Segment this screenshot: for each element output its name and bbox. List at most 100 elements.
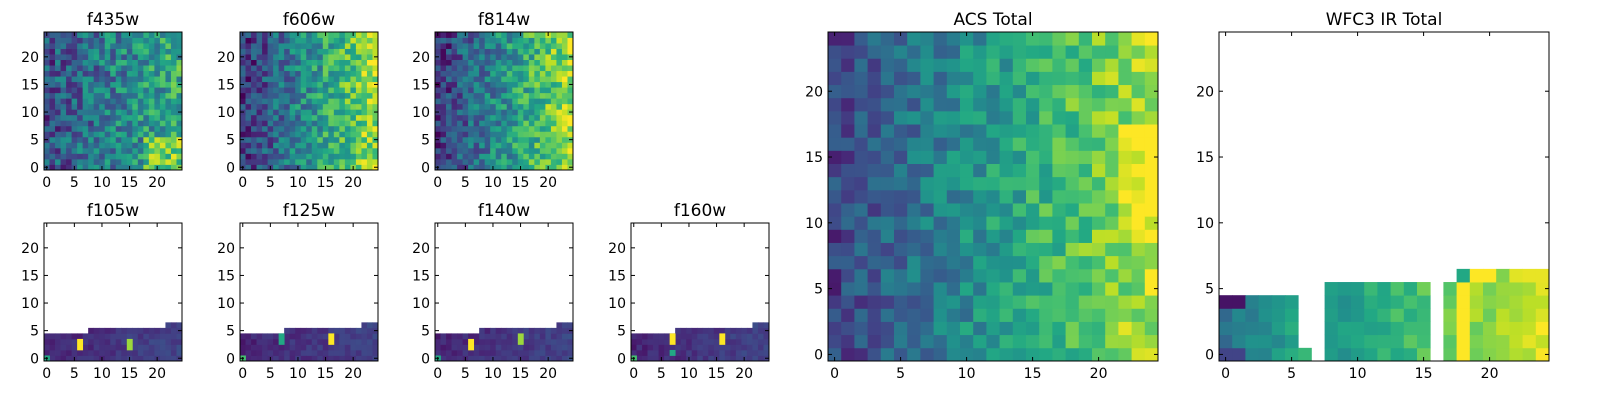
heatmap-cell: [907, 110, 921, 125]
heatmap-cell: [159, 65, 166, 72]
heatmap-cell: [306, 76, 313, 83]
heatmap-cell: [1118, 110, 1132, 125]
y-tick-label: 5: [421, 324, 430, 340]
heatmap-cell: [457, 109, 463, 116]
heatmap-cell: [154, 147, 161, 154]
heatmap-cell: [355, 48, 362, 55]
heatmap-cell: [451, 59, 458, 66]
heatmap-cell: [170, 327, 177, 334]
heatmap-cell: [159, 136, 166, 143]
heatmap-cell: [512, 327, 519, 334]
heatmap-cell: [960, 163, 974, 178]
heatmap-cell: [311, 327, 318, 334]
heatmap-cell: [66, 142, 72, 149]
heatmap-cell: [350, 54, 357, 60]
heatmap-cell: [440, 48, 447, 55]
heatmap-cell: [523, 65, 530, 72]
heatmap-cell: [647, 355, 654, 362]
heatmap-cell: [170, 98, 177, 105]
heatmap-cell: [933, 203, 948, 217]
heatmap-cell: [60, 114, 67, 121]
heatmap-cell: [506, 37, 513, 44]
heatmap-cell: [1078, 32, 1093, 46]
heatmap-cell: [240, 98, 246, 105]
heatmap-cell: [828, 203, 842, 217]
heatmap-cell: [71, 65, 78, 72]
heatmap-cell: [457, 153, 463, 160]
heatmap-cell: [556, 103, 563, 110]
heatmap-cell: [1012, 124, 1027, 138]
heatmap-cell: [567, 70, 574, 77]
heatmap-cell: [545, 158, 552, 165]
heatmap-cell: [289, 48, 296, 55]
heatmap-cell: [306, 37, 313, 44]
heatmap-cell: [539, 43, 546, 49]
heatmap-cell: [490, 153, 497, 160]
heatmap-cell: [350, 70, 357, 77]
heatmap-cell: [1078, 334, 1093, 349]
heatmap-cell: [339, 87, 346, 94]
heatmap-cell: [702, 338, 709, 345]
heatmap-cell: [289, 43, 296, 49]
heatmap-cell: [284, 136, 291, 143]
heatmap-cell: [512, 131, 519, 138]
heatmap-cell: [506, 136, 513, 143]
heatmap-cell: [473, 48, 480, 55]
heatmap-cell: [1131, 150, 1146, 164]
heatmap-cell: [289, 344, 296, 351]
heatmap-cell: [1065, 203, 1080, 217]
heatmap-cell: [567, 37, 574, 44]
heatmap-cell: [273, 65, 280, 72]
heatmap-cell: [311, 32, 318, 38]
heatmap-cell: [1039, 124, 1053, 138]
heatmap-cell: [642, 333, 648, 340]
heatmap-cell: [245, 65, 252, 72]
axes-frame: [239, 31, 379, 171]
heatmap-cell: [60, 136, 67, 143]
heatmap-cell: [137, 131, 144, 138]
heatmap-cell: [479, 147, 486, 154]
heatmap-cell: [355, 103, 362, 110]
heatmap-cell: [960, 321, 974, 336]
heatmap-cell: [1131, 295, 1146, 309]
heatmap-cell: [295, 349, 302, 356]
heatmap-cell: [66, 48, 72, 55]
heatmap-cell: [550, 142, 557, 149]
heatmap-cell: [137, 65, 144, 72]
heatmap-cell: [300, 70, 307, 77]
heatmap-cell: [284, 147, 291, 154]
heatmap-cell: [322, 76, 329, 83]
heatmap-cell: [104, 81, 111, 88]
heatmap-cell: [262, 153, 268, 160]
heatmap-cell: [143, 54, 150, 60]
heatmap-cell: [539, 120, 546, 127]
heatmap-cell: [561, 37, 568, 44]
heatmap-cell: [550, 87, 557, 94]
heatmap-cell: [88, 65, 95, 72]
heatmap-cell: [1535, 347, 1550, 362]
heatmap-cell: [273, 70, 280, 77]
heatmap-cell: [920, 268, 934, 283]
heatmap-cell: [457, 70, 463, 77]
heatmap-cell: [273, 355, 280, 362]
heatmap-cell: [273, 59, 280, 66]
heatmap-cell: [691, 333, 698, 340]
x-tick-label: 0: [629, 366, 638, 382]
heatmap-cell: [289, 333, 296, 340]
heatmap-cell: [854, 295, 868, 309]
heatmap-cell: [44, 333, 50, 340]
heatmap-cell: [435, 59, 441, 66]
heatmap-cell: [311, 114, 318, 121]
y-tick-label: 10: [805, 216, 823, 232]
heatmap-cell: [110, 355, 117, 362]
heatmap-cell: [77, 43, 84, 49]
heatmap-cell: [973, 124, 987, 138]
heatmap-cell: [49, 54, 56, 60]
heatmap-cell: [300, 355, 307, 362]
heatmap-cell: [339, 59, 346, 66]
heatmap-cell: [920, 84, 934, 99]
heatmap-cell: [506, 70, 513, 77]
heatmap-cell: [867, 110, 882, 125]
heatmap-cell: [528, 87, 535, 94]
heatmap-cell: [528, 98, 535, 105]
